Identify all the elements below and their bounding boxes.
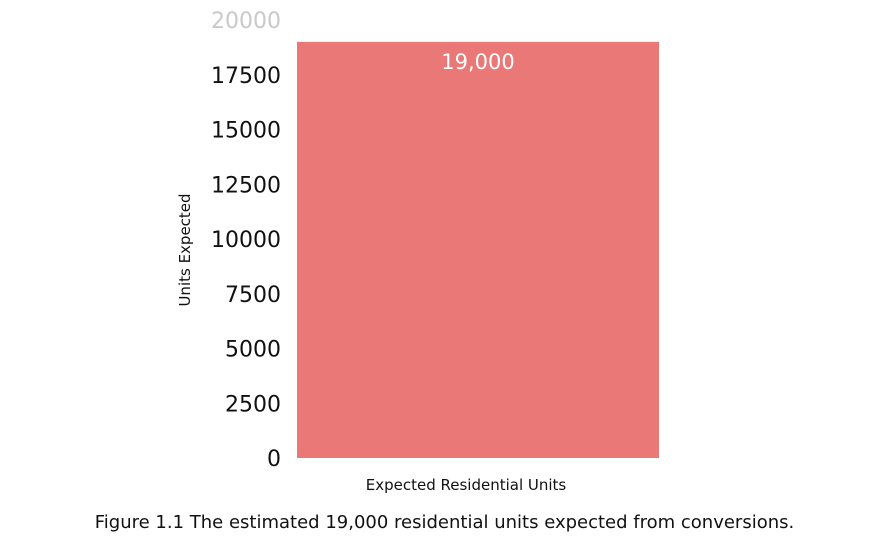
y-tick-label: 7500 [225, 283, 281, 308]
y-tick-label: 0 [267, 447, 281, 472]
y-tick-label: 17500 [211, 64, 281, 89]
y-tick-label: 5000 [225, 338, 281, 363]
figure-caption: Figure 1.1 The estimated 19,000 resident… [94, 512, 795, 533]
y-axis-title: Units Expected [176, 193, 194, 306]
x-axis-title: Expected Residential Units [366, 476, 567, 494]
y-tick-label: 15000 [211, 119, 281, 144]
y-tick-label: 20000 [211, 9, 281, 34]
bar-value-label: 19,000 [441, 50, 514, 74]
y-tick-label: 10000 [211, 228, 281, 253]
bars [297, 41, 659, 459]
bar [297, 41, 659, 459]
data-labels: 19,000 [441, 50, 514, 74]
y-tick-label: 2500 [225, 392, 281, 417]
y-axis-ticks: 0 2500 5000 7500 10000 12500 15000 17500 20000 [211, 9, 281, 472]
y-tick-label: 12500 [211, 173, 281, 198]
bar-chart: 0 2500 5000 7500 10000 12500 15000 17500 20000 1… [176, 9, 659, 494]
